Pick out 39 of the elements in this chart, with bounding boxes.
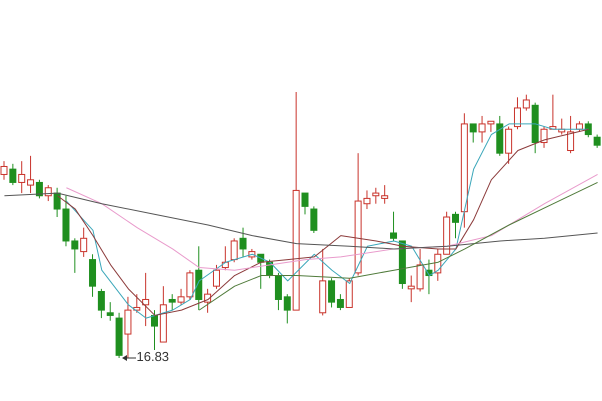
candlestick bbox=[567, 115, 574, 154]
candlestick bbox=[408, 275, 415, 303]
candlestick bbox=[336, 294, 344, 311]
candlestick bbox=[505, 126, 512, 164]
candlestick bbox=[168, 294, 176, 311]
candlestick bbox=[328, 278, 336, 308]
candlestick bbox=[54, 187, 61, 218]
candlestick bbox=[124, 296, 132, 358]
candlestick bbox=[27, 155, 34, 194]
candlestick bbox=[151, 310, 158, 351]
annotation: 16.83 bbox=[136, 349, 170, 364]
candlestick bbox=[540, 126, 548, 148]
candlestick bbox=[310, 206, 318, 234]
candlestick bbox=[594, 134, 601, 148]
candlestick bbox=[178, 288, 185, 306]
candlestick bbox=[363, 190, 370, 210]
candlestick bbox=[470, 123, 477, 144]
candlestick bbox=[487, 120, 494, 132]
candlestick bbox=[452, 211, 459, 239]
candlestick bbox=[36, 179, 43, 199]
candlestick bbox=[186, 270, 194, 300]
candlestick bbox=[230, 238, 238, 263]
candlestick bbox=[212, 264, 220, 290]
candlestick bbox=[274, 272, 282, 311]
candlestick bbox=[514, 96, 521, 130]
candlestick bbox=[98, 288, 105, 319]
candlestick bbox=[240, 227, 247, 258]
candlestick bbox=[142, 272, 150, 327]
candlestick bbox=[106, 302, 114, 322]
candlestick bbox=[416, 248, 424, 292]
candlestick bbox=[9, 163, 16, 186]
candlestick bbox=[522, 94, 530, 112]
candlestick bbox=[302, 192, 308, 215]
candlestick bbox=[478, 115, 486, 144]
candlestick bbox=[80, 227, 88, 258]
candlestick bbox=[18, 160, 26, 194]
candlestick bbox=[390, 211, 398, 242]
candlestick bbox=[71, 238, 78, 274]
candlestick bbox=[284, 294, 291, 324]
